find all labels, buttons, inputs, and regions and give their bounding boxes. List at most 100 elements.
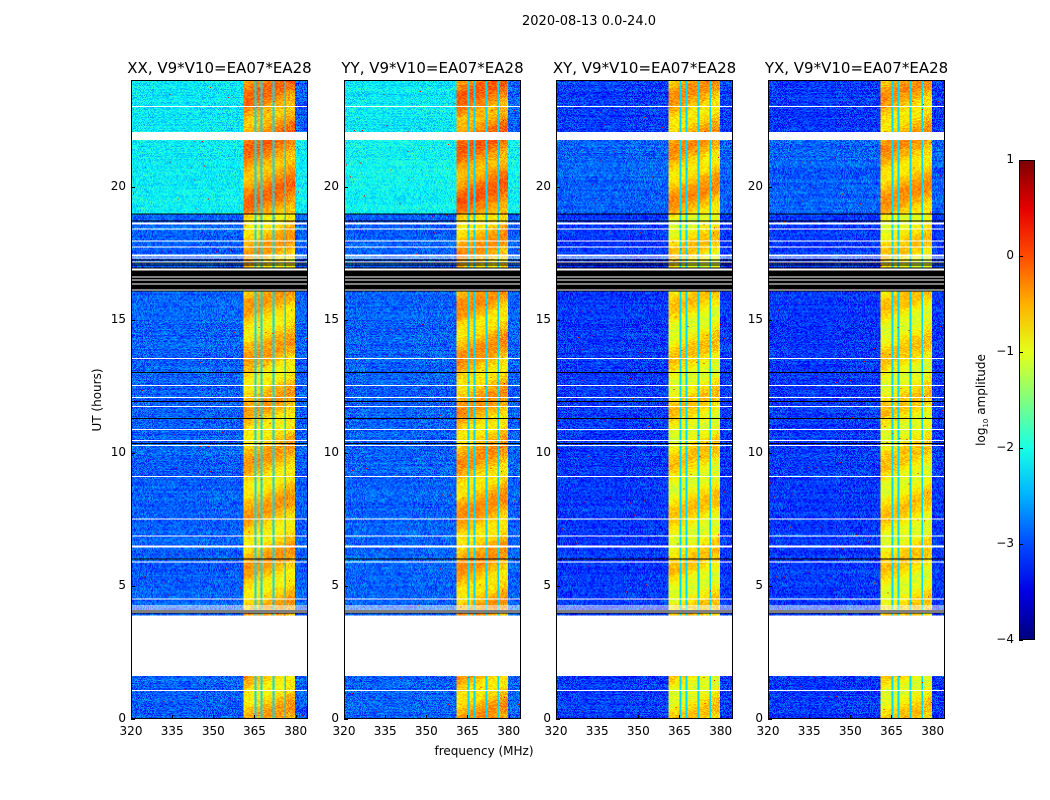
y-axis-label: UT (hours) [90, 368, 104, 432]
y-tick-label: 5 [543, 577, 551, 592]
x-tick-mark [254, 715, 256, 719]
x-tick-label: 320 [544, 724, 568, 738]
x-tick-mark [850, 715, 852, 719]
x-tick-mark [891, 715, 893, 719]
x-tick-mark [426, 715, 428, 719]
x-tick-label: 380 [284, 724, 308, 738]
y-tick-mark [556, 719, 560, 720]
heatmap-image [345, 81, 520, 718]
x-tick-label: 335 [160, 724, 184, 738]
x-tick-mark [638, 715, 640, 719]
y-tick-mark [131, 452, 135, 454]
y-tick-label: 15 [323, 311, 339, 326]
y-tick-mark [131, 719, 135, 720]
y-tick-mark [556, 319, 560, 321]
x-tick-mark [597, 715, 599, 719]
panel-title: XY, V9*V10=EA07*EA28 [552, 59, 737, 77]
y-tick-label: 20 [747, 178, 763, 193]
y-tick-mark [344, 585, 348, 587]
y-tick-label: 10 [323, 444, 339, 459]
y-tick-mark [768, 585, 772, 587]
y-tick-label: 10 [535, 444, 551, 459]
x-tick-label: 350 [626, 724, 650, 738]
heatmap-image [557, 81, 732, 718]
x-tick-label: 380 [709, 724, 733, 738]
colorbar-label-sub: 10 [982, 418, 991, 428]
y-tick-label: 0 [118, 711, 126, 725]
colorbar-label-prefix: log [973, 427, 988, 446]
heatmap-panel-3 [556, 80, 733, 719]
x-tick-mark [508, 715, 510, 719]
y-tick-label: 15 [110, 311, 126, 326]
colorbar-tick-mark [1019, 448, 1023, 449]
y-tick-mark [768, 452, 772, 454]
x-tick-mark [679, 715, 681, 719]
y-tick-mark [556, 452, 560, 454]
colorbar-tick-mark [1019, 256, 1023, 257]
y-tick-label: 20 [110, 178, 126, 193]
y-tick-label: 15 [535, 311, 551, 326]
colorbar-tick-label: −2 [996, 440, 1014, 454]
y-tick-mark [768, 719, 772, 720]
colorbar-tick-mark [1019, 640, 1023, 641]
x-tick-label: 350 [838, 724, 862, 738]
y-tick-mark [556, 585, 560, 587]
x-tick-label: 320 [756, 724, 780, 738]
x-tick-mark [720, 715, 722, 719]
heatmap-panel-1 [131, 80, 308, 719]
y-tick-mark [768, 319, 772, 321]
colorbar-tick-label: −3 [996, 536, 1014, 550]
x-tick-label: 380 [497, 724, 521, 738]
y-tick-label: 0 [755, 711, 763, 725]
x-tick-mark [556, 715, 557, 719]
x-tick-label: 380 [921, 724, 945, 738]
x-tick-mark [344, 715, 345, 719]
y-tick-label: 0 [331, 711, 339, 725]
colorbar-tick-mark [1019, 544, 1023, 545]
y-tick-mark [768, 186, 772, 188]
x-tick-label: 365 [243, 724, 266, 738]
x-tick-label: 365 [668, 724, 691, 738]
colorbar-tick-mark [1019, 160, 1023, 161]
y-tick-label: 5 [118, 577, 126, 592]
y-tick-mark [556, 186, 560, 188]
y-tick-label: 10 [747, 444, 763, 459]
y-tick-mark [131, 585, 135, 587]
panel-title: XX, V9*V10=EA07*EA28 [127, 59, 312, 77]
x-tick-mark [385, 715, 387, 719]
colorbar-label: log10 amplitude [974, 354, 990, 446]
x-tick-mark [467, 715, 469, 719]
y-tick-label: 20 [323, 178, 339, 193]
y-tick-mark [131, 319, 135, 321]
y-tick-mark [344, 186, 348, 188]
x-tick-label: 365 [456, 724, 479, 738]
x-tick-label: 335 [797, 724, 821, 738]
heatmap-panel-4 [768, 80, 945, 719]
x-tick-label: 320 [119, 724, 143, 738]
x-tick-label: 335 [373, 724, 397, 738]
y-tick-mark [344, 719, 348, 720]
x-tick-label: 320 [332, 724, 356, 738]
x-tick-mark [932, 715, 934, 719]
x-tick-mark [295, 715, 297, 719]
colorbar-label-suffix: amplitude [973, 354, 988, 419]
y-tick-label: 15 [747, 311, 763, 326]
y-tick-label: 20 [535, 178, 551, 193]
colorbar-tick-label: 0 [1006, 248, 1014, 262]
colorbar-tick-mark [1019, 352, 1023, 353]
y-tick-label: 0 [543, 711, 551, 725]
x-tick-mark [213, 715, 215, 719]
y-tick-label: 10 [110, 444, 126, 459]
heatmap-image [769, 81, 944, 718]
y-tick-label: 5 [755, 577, 763, 592]
heatmap-image [132, 81, 307, 718]
colorbar-tick-label: −4 [996, 632, 1014, 646]
y-tick-mark [344, 452, 348, 454]
y-tick-mark [344, 319, 348, 321]
y-tick-label: 5 [331, 577, 339, 592]
panel-title: YX, V9*V10=EA07*EA28 [764, 59, 949, 77]
colorbar [1019, 160, 1035, 640]
x-tick-mark [172, 715, 174, 719]
x-tick-label: 350 [201, 724, 225, 738]
